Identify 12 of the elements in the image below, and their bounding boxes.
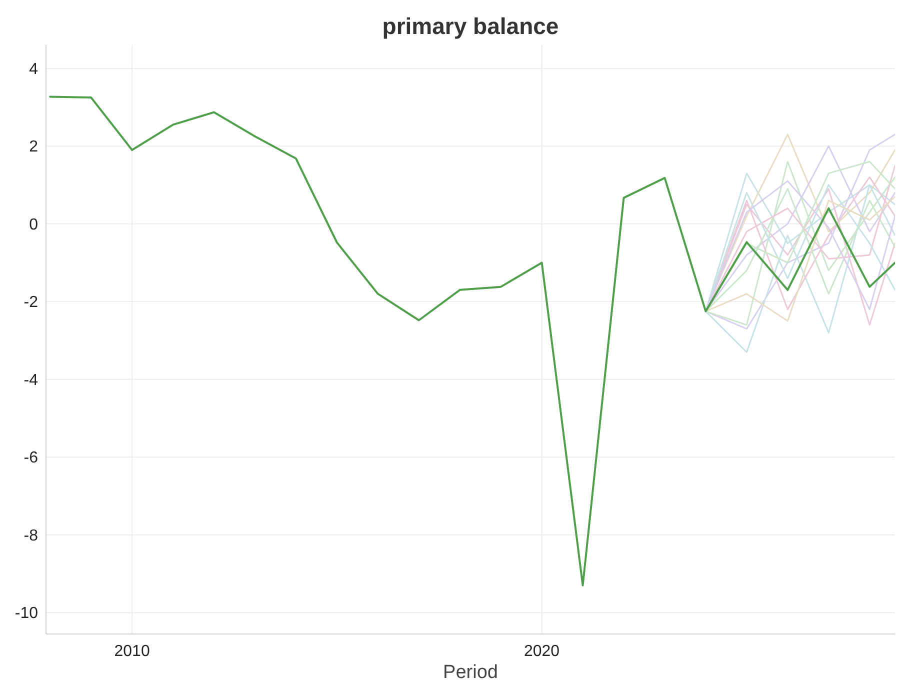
y-tick-label: -8 [24,527,38,544]
x-tick-label: 2020 [524,643,560,660]
y-tick-label: -4 [24,372,38,389]
x-axis-title: Period [443,662,498,683]
y-tick-label: -2 [24,294,38,312]
y-tick-label: 4 [29,60,38,78]
y-tick-label: -10 [14,605,38,622]
y-tick-label: -6 [24,450,38,467]
y-tick-label: 0 [29,216,38,234]
y-tick-label: 2 [29,138,38,156]
chart-title: primary balance [382,13,559,39]
x-tick-label: 2010 [114,643,150,660]
